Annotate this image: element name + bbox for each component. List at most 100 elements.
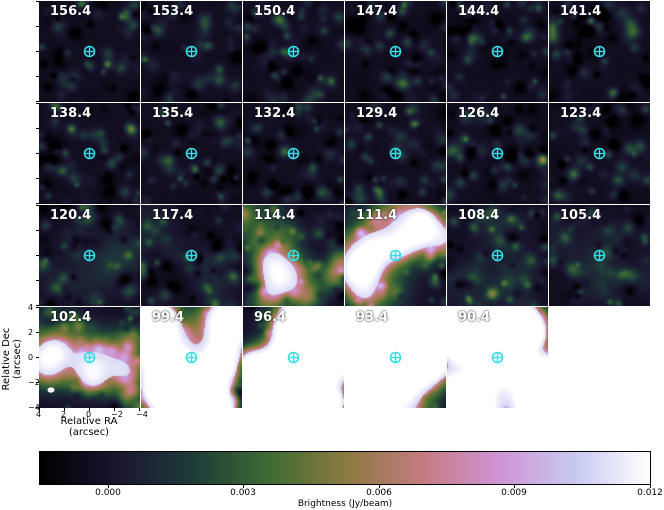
velocity-label: 117.4 xyxy=(152,208,194,223)
channel-panel: 96.4 xyxy=(243,307,344,408)
y-tick-mark xyxy=(36,307,39,308)
channel-panel: 99.4 xyxy=(141,307,242,408)
x-axis-label-line2: (arcsec) xyxy=(68,427,110,438)
velocity-label: 138.4 xyxy=(50,106,92,121)
x-tick-mark xyxy=(114,408,115,411)
x-tick-label: −2 xyxy=(111,410,123,419)
channel-panel: 90.4 xyxy=(447,307,548,408)
y-tick-label: 2 xyxy=(28,328,34,337)
y-tick-mark xyxy=(36,51,39,52)
velocity-label: 150.4 xyxy=(254,4,296,19)
velocity-label: 132.4 xyxy=(254,106,296,121)
y-tick-mark xyxy=(36,128,39,129)
x-tick-label: 4 xyxy=(36,410,42,419)
y-tick-mark xyxy=(36,153,39,154)
channel-panel: 150.4 xyxy=(243,1,344,102)
velocity-label: 93.4 xyxy=(356,310,389,325)
velocity-label: 99.4 xyxy=(152,310,185,325)
velocity-label: 156.4 xyxy=(50,4,92,19)
y-tick-mark xyxy=(36,382,39,383)
y-tick-mark xyxy=(36,407,39,408)
colorbar xyxy=(39,451,651,485)
channel-panel: 93.4 xyxy=(345,307,446,408)
velocity-label: 129.4 xyxy=(356,106,398,121)
y-tick-label: −4 xyxy=(28,403,40,412)
channel-panel: 141.4 xyxy=(549,1,650,102)
channel-panel: 132.4 xyxy=(243,103,344,204)
x-tick-mark xyxy=(89,408,90,411)
velocity-label: 111.4 xyxy=(356,208,398,223)
channel-panel: 117.4 xyxy=(141,205,242,306)
y-tick-mark xyxy=(36,178,39,179)
y-tick-mark xyxy=(36,332,39,333)
y-tick-mark xyxy=(36,357,39,358)
y-tick-mark xyxy=(36,1,39,2)
y-tick-label: 4 xyxy=(28,303,34,312)
velocity-label: 135.4 xyxy=(152,106,194,121)
velocity-label: 126.4 xyxy=(458,106,500,121)
x-axis-label: Relative RA (arcsec) xyxy=(36,416,142,438)
y-tick-label: −2 xyxy=(28,378,40,387)
x-tick-mark xyxy=(64,408,65,411)
channel-panel: 138.4 xyxy=(39,103,140,204)
y-tick-mark xyxy=(36,203,39,204)
velocity-label: 90.4 xyxy=(458,310,491,325)
y-axis-label-line2: (arcsec) xyxy=(12,338,23,380)
y-axis-label-line1: Relative Dec xyxy=(1,327,12,391)
velocity-label: 144.4 xyxy=(458,4,500,19)
velocity-label: 147.4 xyxy=(356,4,398,19)
channel-panel: 105.4 xyxy=(549,205,650,306)
y-tick-mark xyxy=(36,103,39,104)
x-tick-label: −4 xyxy=(136,410,148,419)
channel-panel: 144.4 xyxy=(447,1,548,102)
y-tick-mark xyxy=(36,101,39,102)
colorbar-tick-mark xyxy=(108,484,109,488)
colorbar-tick-mark xyxy=(650,484,651,488)
channel-panel: 114.4 xyxy=(243,205,344,306)
velocity-label: 96.4 xyxy=(254,310,287,325)
colorbar-tick-mark xyxy=(379,484,380,488)
colorbar-tick-label: 0.003 xyxy=(230,488,256,498)
channel-panel: 153.4 xyxy=(141,1,242,102)
y-tick-mark xyxy=(36,205,39,206)
velocity-label: 102.4 xyxy=(50,310,92,325)
colorbar-title: Brightness (Jy/beam) xyxy=(297,499,393,509)
y-tick-label: 0 xyxy=(28,353,34,362)
velocity-label: 123.4 xyxy=(560,106,602,121)
channel-panel: 147.4 xyxy=(345,1,446,102)
velocity-label: 153.4 xyxy=(152,4,194,19)
channel-panel: 102.4 xyxy=(39,307,140,408)
channel-panel: 120.4 xyxy=(39,205,140,306)
velocity-label: 141.4 xyxy=(560,4,602,19)
x-tick-mark xyxy=(39,408,40,411)
colorbar-tick-mark xyxy=(514,484,515,488)
colorbar-tick-label: 0.006 xyxy=(366,488,392,498)
velocity-label: 114.4 xyxy=(254,208,296,223)
y-tick-mark xyxy=(36,26,39,27)
y-tick-mark xyxy=(36,76,39,77)
velocity-label: 120.4 xyxy=(50,208,92,223)
y-tick-mark xyxy=(36,230,39,231)
channel-panel: 129.4 xyxy=(345,103,446,204)
channel-panel: 123.4 xyxy=(549,103,650,204)
channel-panel: 111.4 xyxy=(345,205,446,306)
colorbar-tick-label: 0.009 xyxy=(501,488,527,498)
channel-panel: 156.4 xyxy=(39,1,140,102)
y-axis-label: Relative Dec (arcsec) xyxy=(0,308,24,409)
x-tick-label: 2 xyxy=(61,410,67,419)
velocity-label: 105.4 xyxy=(560,208,602,223)
y-tick-mark xyxy=(36,280,39,281)
velocity-label: 108.4 xyxy=(458,208,500,223)
channel-panel: 108.4 xyxy=(447,205,548,306)
colorbar-tick-mark xyxy=(243,484,244,488)
colorbar-tick-label: 0.012 xyxy=(637,488,663,498)
x-axis-label-line1: Relative RA xyxy=(60,416,118,427)
x-tick-mark xyxy=(139,408,140,411)
channel-panel: 135.4 xyxy=(141,103,242,204)
x-tick-label: 0 xyxy=(86,410,92,419)
y-tick-mark xyxy=(36,305,39,306)
y-tick-mark xyxy=(36,255,39,256)
channel-panel: 126.4 xyxy=(447,103,548,204)
colorbar-tick-label: 0.000 xyxy=(95,488,121,498)
